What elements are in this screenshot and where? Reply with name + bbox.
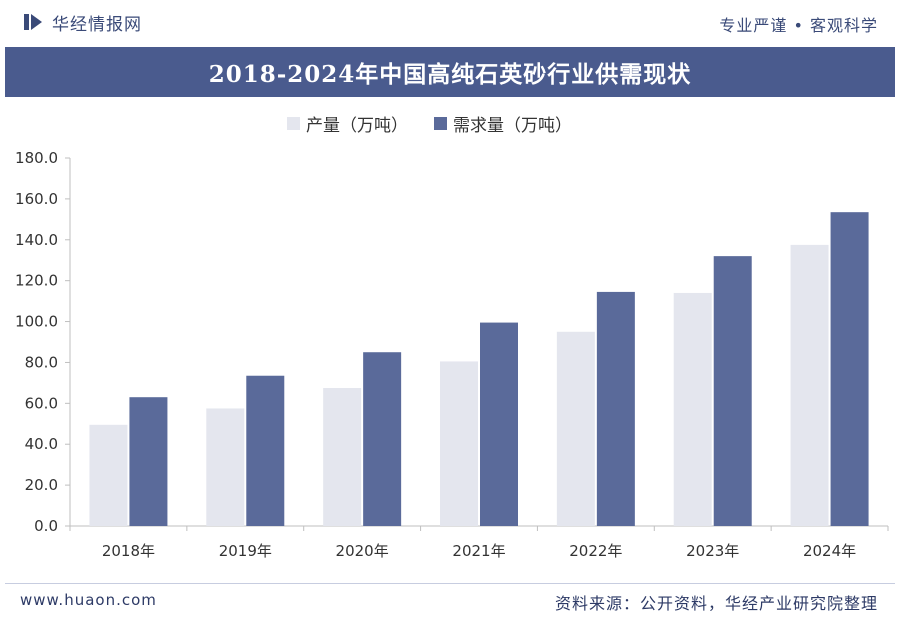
bar-production bbox=[206, 408, 245, 526]
huajing-logo-icon bbox=[24, 14, 42, 30]
legend-label-demand: 需求量（万吨） bbox=[453, 116, 572, 136]
bar-demand bbox=[596, 291, 635, 526]
legend-item-production: 产量（万吨） bbox=[287, 111, 408, 136]
x-tick-label: 2019年 bbox=[219, 542, 272, 560]
y-tick-label: 160.0 bbox=[15, 190, 58, 208]
x-tick-label: 2018年 bbox=[102, 542, 155, 560]
bar-production bbox=[790, 244, 829, 526]
bar-production bbox=[89, 424, 128, 526]
bar-production bbox=[673, 292, 712, 526]
bar-demand bbox=[830, 212, 869, 526]
x-tick-label: 2023年 bbox=[686, 542, 739, 560]
y-tick-label: 140.0 bbox=[15, 231, 58, 249]
chart-title: 2018-2024年中国高纯石英砂行业供需现状 bbox=[208, 61, 692, 88]
bar-production bbox=[556, 331, 595, 526]
footer-website: www.huaon.com bbox=[20, 591, 157, 609]
legend-swatch-production bbox=[287, 117, 300, 130]
legend-label-production: 产量（万吨） bbox=[306, 116, 408, 136]
y-tick-label: 180.0 bbox=[15, 149, 58, 167]
y-tick-label: 40.0 bbox=[25, 435, 58, 453]
footer-divider bbox=[5, 583, 895, 584]
slogan: 专业严谨 • 客观科学 bbox=[719, 16, 878, 35]
x-tick-label: 2022年 bbox=[569, 542, 622, 560]
brand-name: 华经情报网 bbox=[52, 14, 142, 35]
legend-swatch-demand bbox=[434, 117, 447, 130]
bar-production bbox=[440, 361, 478, 526]
bar-demand bbox=[129, 397, 168, 526]
legend-item-demand: 需求量（万吨） bbox=[434, 111, 572, 136]
bar-demand bbox=[246, 375, 285, 526]
y-tick-label: 80.0 bbox=[25, 353, 58, 371]
chart-legend: 产量（万吨） 需求量（万吨） bbox=[287, 111, 572, 136]
title-bar: 2018-2024年中国高纯石英砂行业供需现状 bbox=[5, 47, 895, 97]
y-tick-label: 100.0 bbox=[15, 313, 58, 331]
top-bar: 华经情报网 专业严谨 • 客观科学 bbox=[0, 0, 900, 44]
x-tick-label: 2024年 bbox=[803, 542, 856, 560]
y-tick-label: 120.0 bbox=[15, 272, 58, 290]
bar-chart: 0.0 20.0 40.0 60.0 80.0 100.0 120.0 140.0 160.0 1… bbox=[15, 149, 889, 560]
x-tick-label: 2020年 bbox=[336, 542, 389, 560]
bar-demand bbox=[363, 352, 402, 526]
bar-demand bbox=[480, 322, 518, 526]
brand: 华经情报网 bbox=[22, 10, 142, 35]
y-tick-label: 60.0 bbox=[25, 394, 58, 412]
bar-demand bbox=[713, 256, 752, 526]
y-tick-label: 0.0 bbox=[34, 517, 58, 535]
x-tick-label: 2021年 bbox=[452, 542, 505, 560]
footer-source: 资料来源：公开资料，华经产业研究院整理 bbox=[554, 594, 878, 613]
bar-production bbox=[323, 388, 362, 526]
y-tick-label: 20.0 bbox=[25, 476, 58, 494]
